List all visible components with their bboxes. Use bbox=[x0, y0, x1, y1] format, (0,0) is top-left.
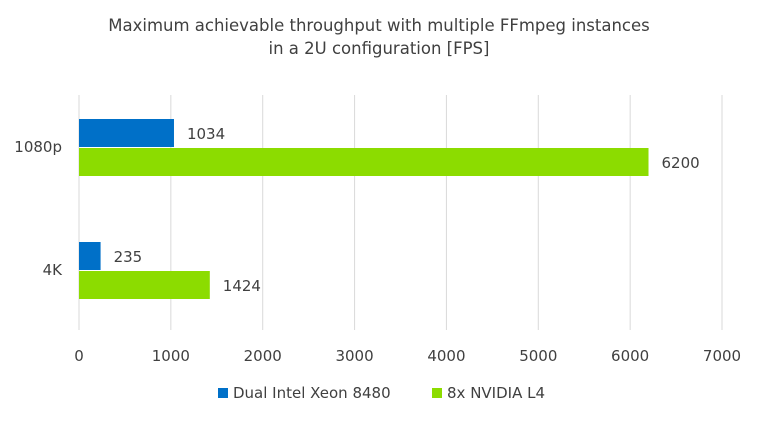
x-tick-label: 1000 bbox=[152, 347, 190, 365]
y-tick-label: 1080p bbox=[14, 138, 62, 156]
x-tick-label: 2000 bbox=[244, 347, 282, 365]
bar-xeon bbox=[79, 242, 101, 270]
chart-title-line-1: Maximum achievable throughput with multi… bbox=[108, 16, 650, 35]
legend-label: Dual Intel Xeon 8480 bbox=[233, 384, 391, 402]
data-label: 1424 bbox=[223, 277, 261, 295]
data-label: 1034 bbox=[187, 125, 225, 143]
x-tick-label: 5000 bbox=[519, 347, 557, 365]
x-tick-label: 7000 bbox=[703, 347, 741, 365]
legend-swatch bbox=[218, 388, 228, 398]
legend-label: 8x NVIDIA L4 bbox=[447, 384, 545, 402]
bar-l4 bbox=[79, 148, 649, 176]
y-tick-label: 4K bbox=[43, 261, 64, 279]
x-tick-label: 6000 bbox=[611, 347, 649, 365]
x-tick-label: 4000 bbox=[427, 347, 465, 365]
bar-xeon bbox=[79, 119, 174, 147]
data-label: 6200 bbox=[662, 154, 700, 172]
x-tick-label: 3000 bbox=[335, 347, 373, 365]
chart-title-line-2: in a 2U configuration [FPS] bbox=[268, 39, 490, 58]
bar-l4 bbox=[79, 271, 210, 299]
data-label: 235 bbox=[114, 248, 143, 266]
x-tick-label: 0 bbox=[74, 347, 84, 365]
legend-swatch bbox=[432, 388, 442, 398]
